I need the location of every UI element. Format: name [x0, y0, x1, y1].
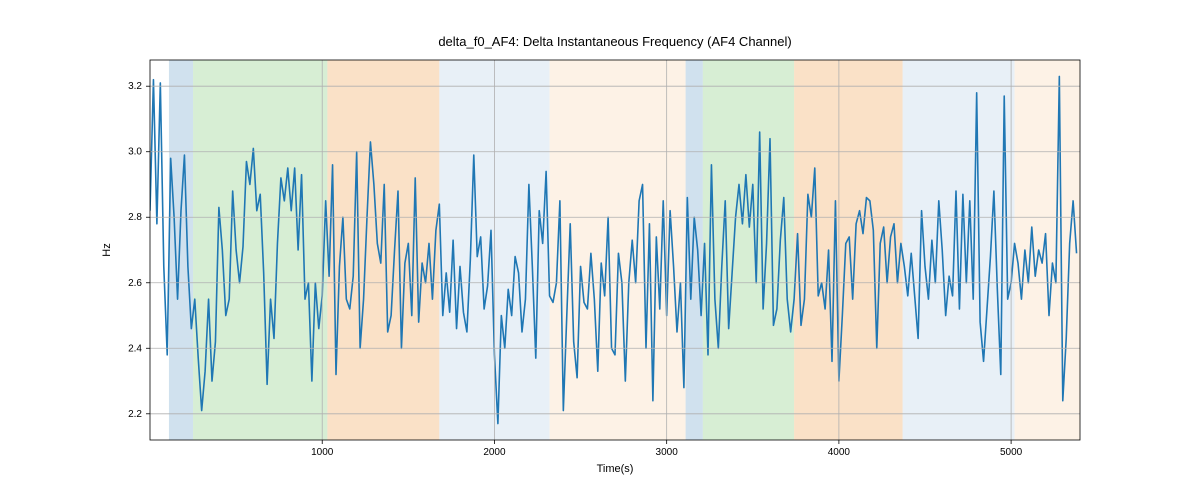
x-axis-label: Time(s) [597, 463, 634, 475]
line-chart: 1000 2000 3000 4000 5000 2.2 2.4 2.6 2.8 3.0 3.2 Ti… [0, 0, 1200, 500]
background-band [903, 60, 1015, 440]
ytick-label: 2.8 [128, 212, 142, 223]
plot-area [150, 60, 1080, 440]
ytick-label: 3.2 [128, 81, 142, 92]
ytick-label: 2.6 [128, 278, 142, 289]
xtick-label: 3000 [656, 447, 679, 458]
ytick-label: 3.0 [128, 147, 142, 158]
xtick-label: 2000 [483, 447, 506, 458]
background-band [169, 60, 193, 440]
ytick-label: 2.4 [128, 343, 142, 354]
ytick-label: 2.2 [128, 409, 142, 420]
chart-container: 1000 2000 3000 4000 5000 2.2 2.4 2.6 2.8 3.0 3.2 Ti… [0, 0, 1200, 500]
background-band [686, 60, 703, 440]
chart-title: delta_f0_AF4: Delta Instantaneous Freque… [438, 34, 791, 49]
xtick-label: 1000 [311, 447, 334, 458]
y-axis-label: Hz [101, 243, 113, 256]
background-band [794, 60, 903, 440]
background-band [193, 60, 327, 440]
xtick-label: 5000 [1000, 447, 1023, 458]
xtick-label: 4000 [828, 447, 851, 458]
